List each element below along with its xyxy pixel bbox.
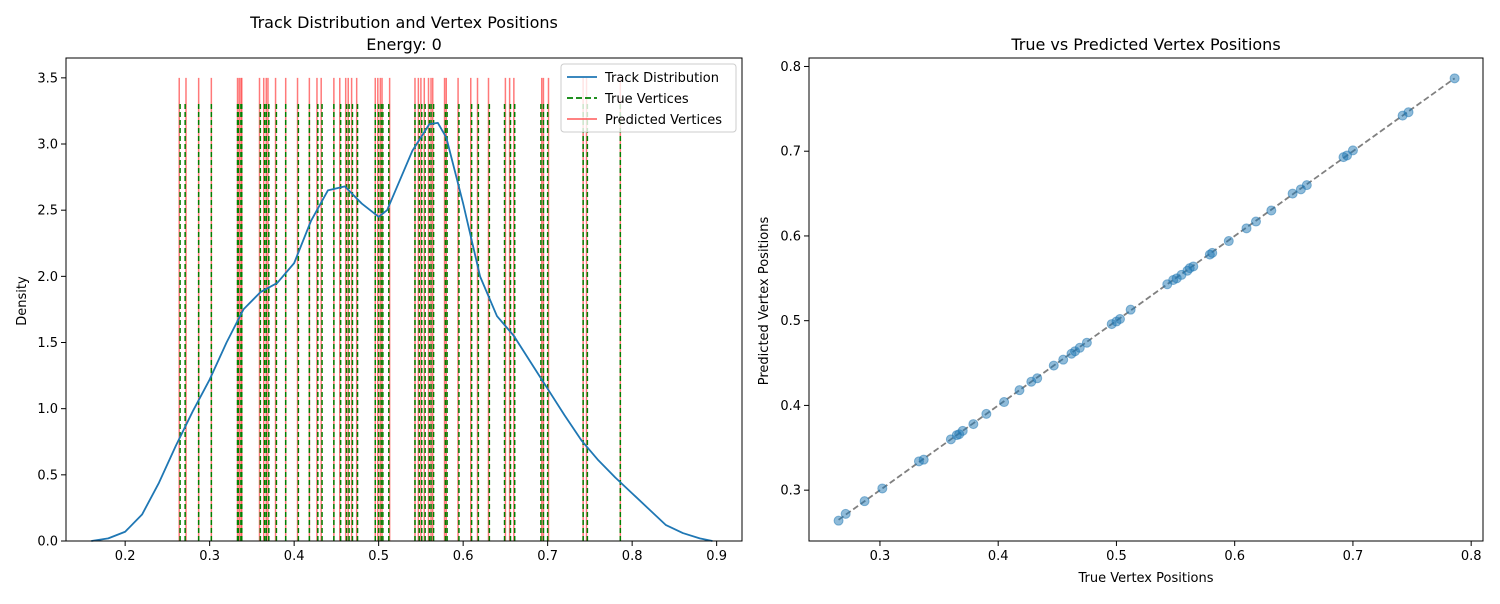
scatter-point	[833, 515, 844, 526]
scatter-point	[1081, 337, 1092, 348]
left-chart: Track Distribution and Vertex Positions …	[15, 13, 743, 564]
left-x-tick-label: 0.8	[622, 549, 643, 564]
left-y-tick-label: 2.5	[37, 204, 58, 219]
legend-box	[560, 63, 737, 133]
left-y-tick-label: 1.0	[37, 402, 58, 417]
right-x-tick-label: 0.7	[1343, 549, 1364, 564]
scatter-point	[1301, 180, 1312, 191]
scatter-point	[999, 397, 1010, 408]
left-plot-area: 0.2 0.3 0.4 0.5 0.6 0.7 0.8 0.9 0.0 0.5 1.0 1.5 2.0 2…	[37, 71, 727, 564]
left-x-tick-label: 0.9	[706, 549, 727, 564]
right-y-axis-label: Predicted Vertex Positions	[757, 217, 772, 386]
right-y-tick-label: 0.7	[780, 145, 801, 160]
left-y-tick-label: 0.5	[37, 468, 58, 483]
scatter-point	[1014, 385, 1025, 396]
right-x-tick-label: 0.8	[1461, 549, 1482, 564]
left-y-axis-label: Density	[15, 276, 30, 326]
right-y-tick-label: 0.6	[780, 229, 801, 244]
scatter-point	[1114, 313, 1125, 324]
scatter-point	[859, 496, 870, 507]
left-legend: Track Distribution True Vertices Predict…	[560, 63, 737, 133]
right-y-tick-label: 0.3	[780, 484, 801, 499]
right-x-tick-label: 0.5	[1106, 549, 1127, 564]
scatter-point	[918, 454, 929, 465]
right-y-tick-label: 0.4	[780, 399, 801, 414]
left-x-tick-label: 0.5	[368, 549, 389, 564]
right-plot-area: 0.3 0.4 0.5 0.6 0.7 0.8 0.3 0.4 0.5 0.6 0.7 0.8	[780, 60, 1481, 564]
right-x-axis-label: True Vertex Positions	[1077, 571, 1213, 586]
left-y-tick-label: 0.0	[37, 535, 58, 550]
left-y-tick-label: 3.5	[37, 71, 58, 86]
scatter-point	[1032, 373, 1043, 384]
scatter-point	[1048, 360, 1059, 371]
right-chart: True vs Predicted Vertex Positions True …	[757, 35, 1484, 586]
scatter-point	[1347, 145, 1358, 156]
right-y-tick-label: 0.5	[780, 314, 801, 329]
scatter-point	[840, 508, 851, 519]
legend-true-vertices-label: True Vertices	[604, 92, 689, 107]
scatter-point	[1223, 236, 1234, 247]
right-chart-title: True vs Predicted Vertex Positions	[1010, 35, 1280, 54]
scatter-point	[877, 483, 888, 494]
scatter-point	[1241, 223, 1252, 234]
scatter-point	[1449, 73, 1460, 84]
scatter-point	[1207, 247, 1218, 258]
left-chart-title-line2: Energy: 0	[366, 35, 442, 54]
legend-track-distribution-label: Track Distribution	[604, 71, 719, 86]
scatter-point	[1058, 354, 1069, 365]
right-x-tick-label: 0.4	[988, 549, 1009, 564]
scatter-point	[1250, 216, 1261, 227]
left-x-tick-label: 0.4	[284, 549, 305, 564]
right-x-tick-label: 0.6	[1224, 549, 1245, 564]
scatter-point	[1266, 205, 1277, 216]
left-chart-title-line1: Track Distribution and Vertex Positions	[249, 13, 558, 32]
scatter-point	[1074, 342, 1085, 353]
right-y-tick-label: 0.8	[780, 60, 801, 75]
left-y-tick-label: 3.0	[37, 138, 58, 153]
left-x-tick-label: 0.6	[453, 549, 474, 564]
left-x-tick-label: 0.3	[199, 549, 220, 564]
scatter-point	[1188, 261, 1199, 272]
scatter-point	[968, 419, 979, 430]
left-x-tick-label: 0.7	[537, 549, 558, 564]
scatter-point	[1287, 188, 1298, 199]
left-axes-frame	[65, 57, 743, 542]
scatter-point	[1125, 304, 1136, 315]
legend-predicted-vertices-label: Predicted Vertices	[605, 113, 722, 128]
right-x-tick-label: 0.3	[870, 549, 891, 564]
track-distribution-curve	[91, 121, 713, 542]
scatter-point	[1403, 107, 1414, 118]
right-axes-frame	[808, 57, 1484, 542]
left-y-tick-label: 2.0	[37, 270, 58, 285]
left-x-tick-label: 0.2	[115, 549, 136, 564]
left-y-tick-label: 1.5	[37, 336, 58, 351]
scatter-point	[981, 408, 992, 419]
scatter-point	[957, 425, 968, 436]
